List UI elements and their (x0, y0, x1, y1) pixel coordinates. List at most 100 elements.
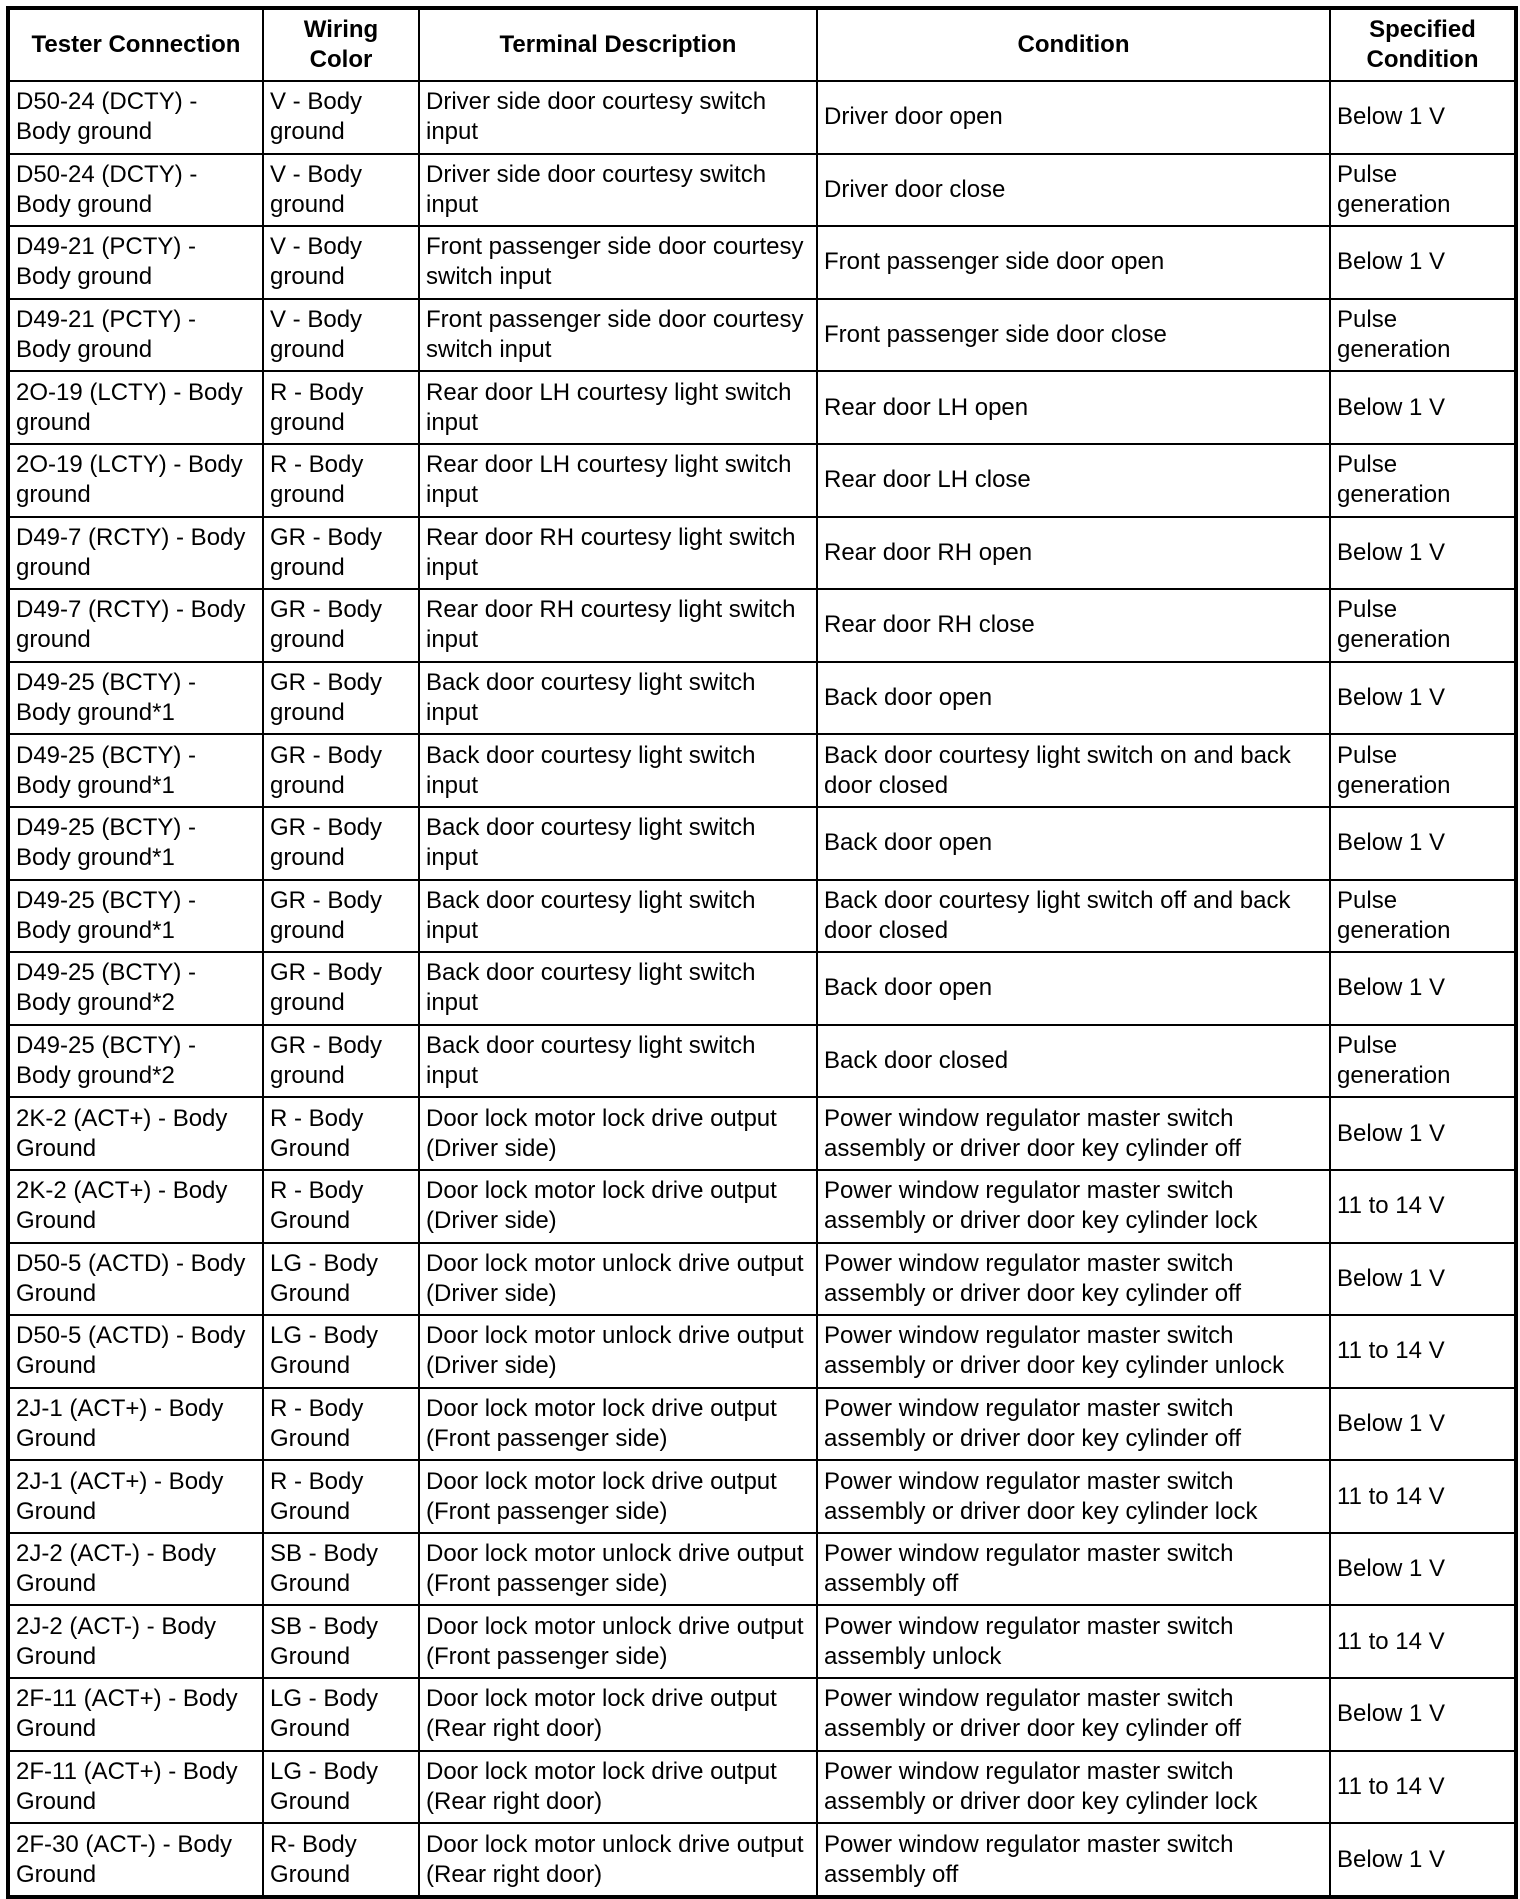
cell-tester-connection: 2J-1 (ACT+) - Body Ground (7, 1459, 264, 1534)
cell-wiring-color: GR - Body ground (262, 1023, 420, 1099)
cell-specified-condition: Pulse generation (1329, 588, 1517, 663)
table-row: D50-24 (DCTY) - Body ground V - Body grou… (7, 152, 1517, 228)
cell-tester-connection: D50-24 (DCTY) - Body ground (7, 152, 264, 228)
table-row: 2O-19 (LCTY) - Body ground R - Body groun… (7, 442, 1517, 518)
cell-specified-condition: Below 1 V (1329, 515, 1517, 591)
cell-terminal-description: Door lock motor lock drive output (Front… (418, 1459, 818, 1534)
table-row: D49-25 (BCTY) - Body ground*2 GR - Body g… (7, 1023, 1517, 1099)
cell-terminal-description: Door lock motor unlock drive output (Dri… (418, 1314, 818, 1389)
table-header-row: Tester Connection Wiring Color Terminal De… (7, 7, 1517, 82)
cell-wiring-color: SB - Body Ground (262, 1531, 420, 1607)
cell-wiring-color: LG - Body Ground (262, 1314, 420, 1389)
table-row: D49-7 (RCTY) - Body ground GR - Body grou… (7, 588, 1517, 663)
cell-wiring-color: GR - Body ground (262, 515, 420, 591)
cell-tester-connection: D49-25 (BCTY) - Body ground*1 (7, 733, 264, 808)
table-row: D49-25 (BCTY) - Body ground*1 GR - Body g… (7, 660, 1517, 736)
table-row: 2K-2 (ACT+) - Body Ground R - Body Ground… (7, 1096, 1517, 1171)
cell-condition: Power window regulator master switch ass… (816, 1241, 1331, 1317)
cell-terminal-description: Back door courtesy light switch input (418, 878, 818, 954)
cell-condition: Back door closed (816, 1023, 1331, 1099)
cell-specified-condition: Pulse generation (1329, 297, 1517, 373)
cell-wiring-color: V - Body ground (262, 225, 420, 300)
cell-terminal-description: Door lock motor unlock drive output (Fro… (418, 1531, 818, 1607)
cell-condition: Back door courtesy light switch off and … (816, 878, 1331, 954)
cell-wiring-color: LG - Body Ground (262, 1241, 420, 1317)
table-row: D49-21 (PCTY) - Body ground V - Body grou… (7, 225, 1517, 300)
cell-tester-connection: 2O-19 (LCTY) - Body ground (7, 370, 264, 445)
cell-wiring-color: GR - Body ground (262, 951, 420, 1026)
cell-terminal-description: Door lock motor lock drive output (Drive… (418, 1168, 818, 1244)
cell-condition: Power window regulator master switch ass… (816, 1096, 1331, 1171)
cell-wiring-color: GR - Body ground (262, 878, 420, 954)
cell-specified-condition: Below 1 V (1329, 1531, 1517, 1607)
cell-tester-connection: D49-21 (PCTY) - Body ground (7, 297, 264, 373)
cell-tester-connection: D49-25 (BCTY) - Body ground*2 (7, 1023, 264, 1099)
cell-wiring-color: LG - Body Ground (262, 1749, 420, 1825)
terminal-inspection-table: Tester Connection Wiring Color Terminal De… (6, 6, 1518, 1899)
cell-condition: Power window regulator master switch ass… (816, 1604, 1331, 1680)
cell-wiring-color: R - Body Ground (262, 1096, 420, 1171)
cell-specified-condition: Pulse generation (1329, 733, 1517, 808)
cell-specified-condition: Below 1 V (1329, 1241, 1517, 1317)
table-row: D49-25 (BCTY) - Body ground*1 GR - Body g… (7, 878, 1517, 954)
cell-condition: Rear door RH close (816, 588, 1331, 663)
cell-condition: Front passenger side door open (816, 225, 1331, 300)
cell-terminal-description: Driver side door courtesy switch input (418, 152, 818, 228)
cell-specified-condition: Pulse generation (1329, 442, 1517, 518)
cell-tester-connection: D50-24 (DCTY) - Body ground (7, 80, 264, 155)
cell-tester-connection: 2F-30 (ACT-) - Body Ground (7, 1822, 264, 1898)
cell-tester-connection: D49-25 (BCTY) - Body ground*2 (7, 951, 264, 1026)
table-row: 2F-11 (ACT+) - Body Ground LG - Body Grou… (7, 1749, 1517, 1825)
cell-terminal-description: Door lock motor unlock drive output (Dri… (418, 1241, 818, 1317)
header-tester-connection: Tester Connection (7, 7, 264, 82)
cell-terminal-description: Front passenger side door courtesy switc… (418, 225, 818, 300)
cell-condition: Driver door close (816, 152, 1331, 228)
table-row: 2J-2 (ACT-) - Body Ground SB - Body Groun… (7, 1531, 1517, 1607)
cell-specified-condition: Below 1 V (1329, 1822, 1517, 1898)
cell-terminal-description: Rear door LH courtesy light switch input (418, 370, 818, 445)
cell-tester-connection: D49-25 (BCTY) - Body ground*1 (7, 660, 264, 736)
header-terminal-description: Terminal Description (418, 7, 818, 82)
table-row: 2K-2 (ACT+) - Body Ground R - Body Ground… (7, 1168, 1517, 1244)
cell-tester-connection: 2K-2 (ACT+) - Body Ground (7, 1096, 264, 1171)
cell-tester-connection: D49-21 (PCTY) - Body ground (7, 225, 264, 300)
cell-terminal-description: Door lock motor lock drive output (Drive… (418, 1096, 818, 1171)
cell-tester-connection: D49-25 (BCTY) - Body ground*1 (7, 878, 264, 954)
cell-wiring-color: R - Body Ground (262, 1168, 420, 1244)
table-row: 2J-1 (ACT+) - Body Ground R - Body Ground… (7, 1386, 1517, 1462)
cell-specified-condition: Pulse generation (1329, 878, 1517, 954)
cell-condition: Power window regulator master switch ass… (816, 1168, 1331, 1244)
cell-terminal-description: Door lock motor lock drive output (Rear … (418, 1677, 818, 1752)
cell-terminal-description: Front passenger side door courtesy switc… (418, 297, 818, 373)
cell-wiring-color: SB - Body Ground (262, 1604, 420, 1680)
cell-terminal-description: Back door courtesy light switch input (418, 1023, 818, 1099)
cell-condition: Rear door LH open (816, 370, 1331, 445)
cell-specified-condition: Below 1 V (1329, 951, 1517, 1026)
cell-terminal-description: Door lock motor lock drive output (Front… (418, 1386, 818, 1462)
cell-specified-condition: Below 1 V (1329, 225, 1517, 300)
cell-wiring-color: V - Body ground (262, 80, 420, 155)
cell-tester-connection: 2J-1 (ACT+) - Body Ground (7, 1386, 264, 1462)
cell-condition: Power window regulator master switch ass… (816, 1314, 1331, 1389)
cell-tester-connection: D49-7 (RCTY) - Body ground (7, 588, 264, 663)
cell-condition: Power window regulator master switch ass… (816, 1822, 1331, 1898)
cell-condition: Rear door RH open (816, 515, 1331, 591)
header-specified-condition: Specified Condition (1329, 7, 1517, 82)
cell-tester-connection: D50-5 (ACTD) - Body Ground (7, 1314, 264, 1389)
cell-wiring-color: GR - Body ground (262, 588, 420, 663)
cell-condition: Rear door LH close (816, 442, 1331, 518)
cell-terminal-description: Door lock motor lock drive output (Rear … (418, 1749, 818, 1825)
cell-condition: Power window regulator master switch ass… (816, 1459, 1331, 1534)
header-wiring-color: Wiring Color (262, 7, 420, 82)
cell-specified-condition: 11 to 14 V (1329, 1459, 1517, 1534)
cell-terminal-description: Back door courtesy light switch input (418, 660, 818, 736)
cell-wiring-color: R - Body Ground (262, 1386, 420, 1462)
table-row: 2F-30 (ACT-) - Body Ground R- Body Ground… (7, 1822, 1517, 1898)
cell-tester-connection: 2F-11 (ACT+) - Body Ground (7, 1677, 264, 1752)
cell-tester-connection: 2F-11 (ACT+) - Body Ground (7, 1749, 264, 1825)
cell-condition: Power window regulator master switch ass… (816, 1677, 1331, 1752)
cell-specified-condition: 11 to 14 V (1329, 1168, 1517, 1244)
cell-wiring-color: V - Body ground (262, 297, 420, 373)
header-condition: Condition (816, 7, 1331, 82)
cell-wiring-color: R- Body Ground (262, 1822, 420, 1898)
